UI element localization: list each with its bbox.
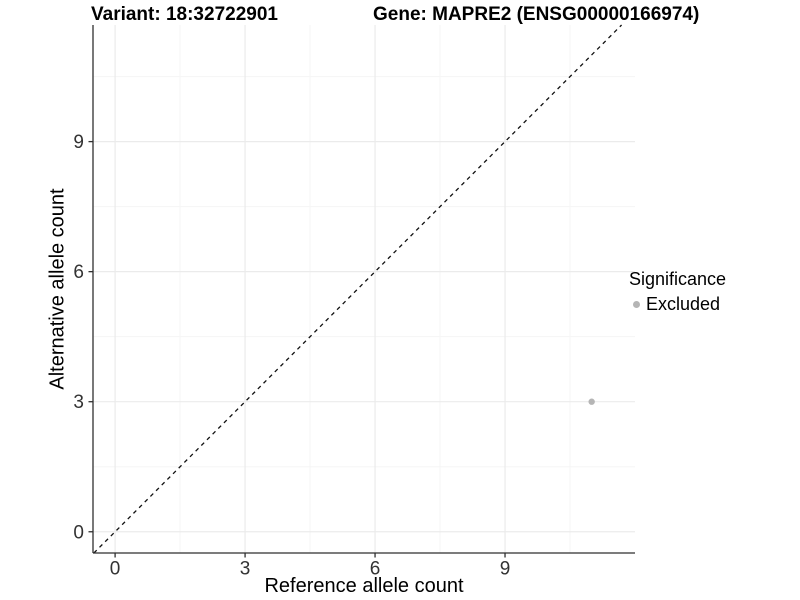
variant-title: Variant: 18:32722901 <box>91 4 278 25</box>
x-tick-label: 0 <box>110 559 121 580</box>
data-point <box>588 398 595 405</box>
x-tick-label: 9 <box>500 559 511 580</box>
legend-point-icon <box>633 301 640 308</box>
y-axis-label: Alternative allele count <box>46 188 69 390</box>
gene-title: Gene: MAPRE2 (ENSG00000166974) <box>373 4 700 25</box>
y-tick-label: 6 <box>73 262 84 283</box>
legend: Significance Excluded <box>629 269 726 315</box>
x-tick-label: 3 <box>240 559 251 580</box>
legend-item-label: Excluded <box>646 294 721 314</box>
identity-line <box>93 24 623 554</box>
y-tick-label: 3 <box>73 392 84 413</box>
y-tick-label: 0 <box>73 522 84 543</box>
legend-item-excluded: Excluded <box>629 294 726 315</box>
x-tick-label: 6 <box>370 559 381 580</box>
y-tick-label: 9 <box>73 132 84 153</box>
legend-title: Significance <box>629 269 727 289</box>
x-axis-label: Reference allele count <box>264 575 464 597</box>
